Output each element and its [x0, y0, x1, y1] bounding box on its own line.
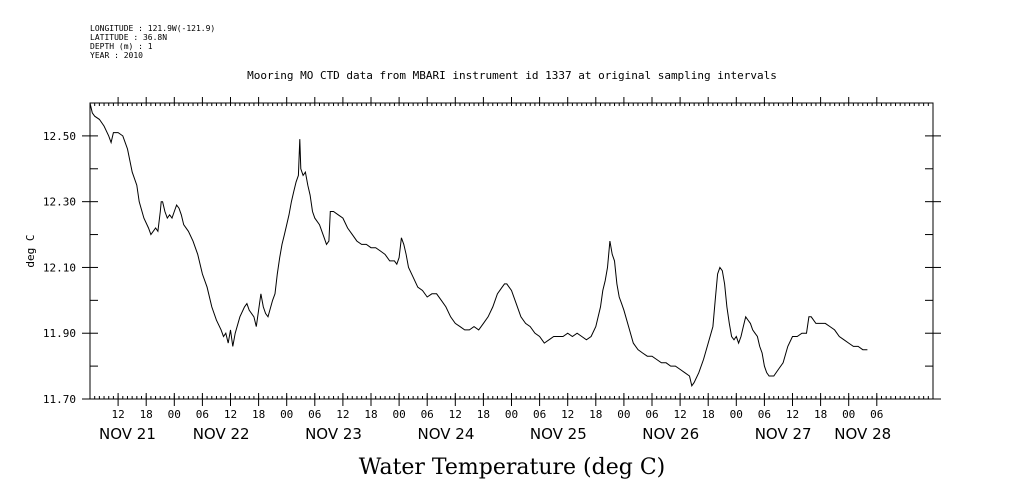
x-hour-label: 12	[786, 408, 799, 421]
x-hour-label: 06	[645, 408, 658, 421]
meta-latitude: LATITUDE : 36.8N	[90, 33, 167, 42]
y-tick-label: 12.10	[43, 261, 76, 274]
minor-ticks	[94, 103, 929, 399]
x-day-label: NOV 28	[834, 425, 891, 443]
x-hour-label: 18	[140, 408, 153, 421]
x-hour-label: 06	[308, 408, 321, 421]
x-hour-label: 18	[477, 408, 490, 421]
x-hour-label: 00	[617, 408, 630, 421]
x-hour-label: 12	[449, 408, 462, 421]
meta-year: YEAR : 2010	[90, 51, 143, 60]
x-hour-label: 12	[561, 408, 574, 421]
meta-longitude: LONGITUDE : 121.9W(-121.9)	[90, 24, 215, 33]
x-hour-label: 18	[364, 408, 377, 421]
y-tick-label: 11.70	[43, 393, 76, 406]
x-hour-label: 06	[758, 408, 771, 421]
x-axis: 12 18 00 06 12 18 00 06 12 18 00 06 12 18 00 06 12 18 00 06…	[99, 97, 891, 443]
y-tick-label: 12.30	[43, 196, 76, 209]
x-hour-label: 00	[280, 408, 293, 421]
x-hour-label: 00	[730, 408, 743, 421]
x-hour-label: 18	[589, 408, 602, 421]
x-hour-label: 06	[196, 408, 209, 421]
x-hour-label: 18	[814, 408, 827, 421]
x-day-label: NOV 26	[642, 425, 699, 443]
y-tick-label: 12.50	[43, 130, 76, 143]
series-line-water-temperature	[89, 102, 868, 387]
y-tick-label: 11.90	[43, 327, 76, 340]
x-hour-label: 12	[111, 408, 124, 421]
x-hour-label: 00	[505, 408, 518, 421]
plot-frame	[89, 102, 934, 400]
metadata-block: LONGITUDE : 121.9W(-121.9) LATITUDE : 36…	[90, 24, 215, 60]
x-hour-label: 12	[673, 408, 686, 421]
x-hour-label: 12	[224, 408, 237, 421]
x-hour-label: 00	[842, 408, 855, 421]
y-axis-label: deg C	[24, 234, 37, 267]
x-hour-label: 18	[702, 408, 715, 421]
x-hour-label: 00	[392, 408, 405, 421]
x-day-label: NOV 21	[99, 425, 156, 443]
x-hour-label: 12	[336, 408, 349, 421]
meta-depth: DEPTH (m) : 1	[90, 42, 153, 51]
x-day-label: NOV 24	[417, 425, 474, 443]
x-hour-label: 18	[252, 408, 265, 421]
x-day-label: NOV 25	[530, 425, 587, 443]
x-day-label: NOV 27	[755, 425, 812, 443]
x-hour-label: 06	[533, 408, 546, 421]
chart-title: Mooring MO CTD data from MBARI instrumen…	[247, 69, 777, 82]
x-hour-label: 06	[421, 408, 434, 421]
x-hour-label: 06	[870, 408, 883, 421]
x-axis-label: Water Temperature (deg C)	[359, 455, 666, 480]
x-day-label: NOV 22	[193, 425, 250, 443]
x-day-label: NOV 23	[305, 425, 362, 443]
y-axis: 11.70 11.90 12.10 12.30 12.50	[43, 102, 941, 406]
x-hour-label: 00	[168, 408, 181, 421]
